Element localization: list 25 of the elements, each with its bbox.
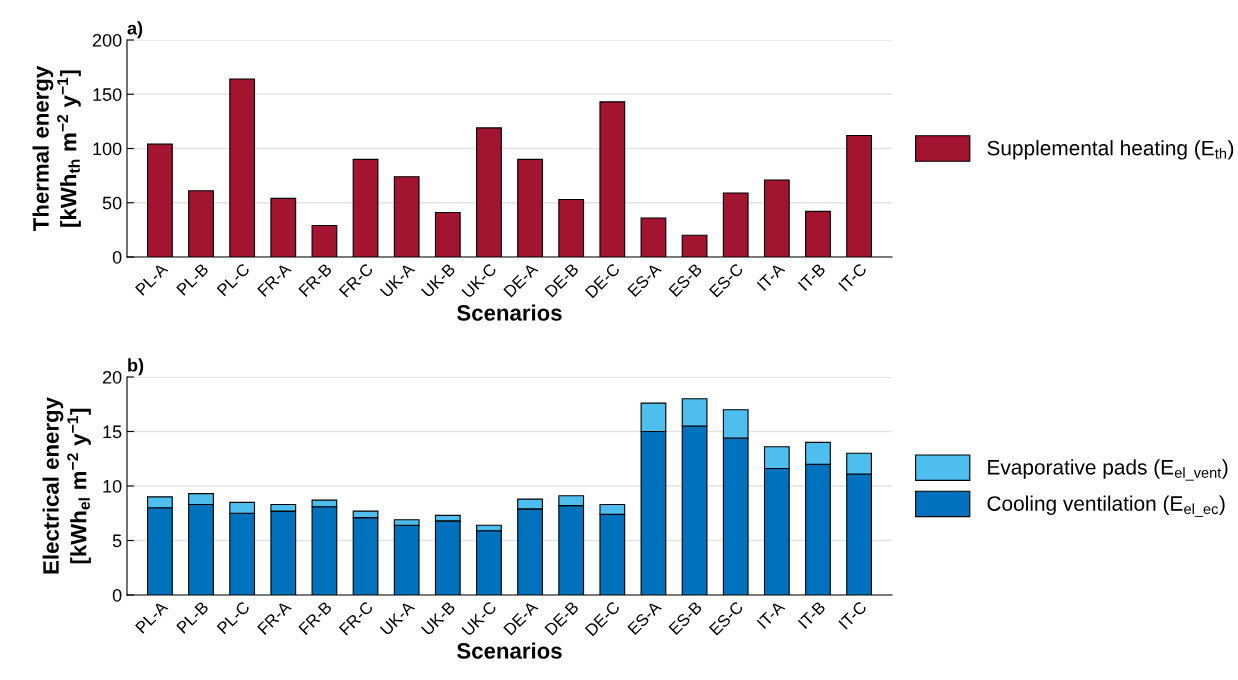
y-tick-label: 5: [112, 534, 122, 548]
legend-label: Supplemental heating (E$_{th}$): [987, 140, 1234, 160]
x-tick-label: IT-A: [756, 600, 786, 629]
chart-title: b): [128, 358, 144, 376]
x-tick-label: IT-B: [797, 262, 826, 291]
y-tick-label: 20: [102, 370, 122, 384]
y-tick-label: 10: [103, 479, 122, 493]
y-tick-label: 0: [112, 588, 122, 602]
y-tick-label: 15: [103, 425, 122, 439]
y-tick-label: 0: [112, 250, 122, 264]
y-tick-label: 100: [93, 142, 122, 156]
x-axis-title: Scenarios: [457, 642, 562, 659]
legend-label: Evaporative pads (E$_{el_vent}$): [988, 459, 1228, 481]
x-tick-label: IT-C: [838, 600, 868, 630]
y-tick-label: 50: [102, 196, 122, 210]
chart-title: a): [127, 21, 143, 39]
y-tick-label: 150: [93, 88, 122, 101]
x-tick-label: IT-C: [838, 262, 868, 292]
legend-label: Cooling ventilation (E$_{el_ec}$): [987, 495, 1225, 517]
x-axis-title: Scenarios: [457, 304, 562, 321]
y-axis-title: Thermal energy [kWh$_{th}$ m$^{−2}$ y$^{−1}$]: [32, 65, 81, 231]
y-axis-title: Electrical energy [kWh$_{el}$ m$^{−2}$ y$^{−1}$]: [42, 397, 91, 574]
x-tick-label: IT-A: [756, 262, 786, 291]
y-tick-label: 200: [92, 33, 122, 47]
x-tick-label: IT-B: [797, 600, 826, 629]
